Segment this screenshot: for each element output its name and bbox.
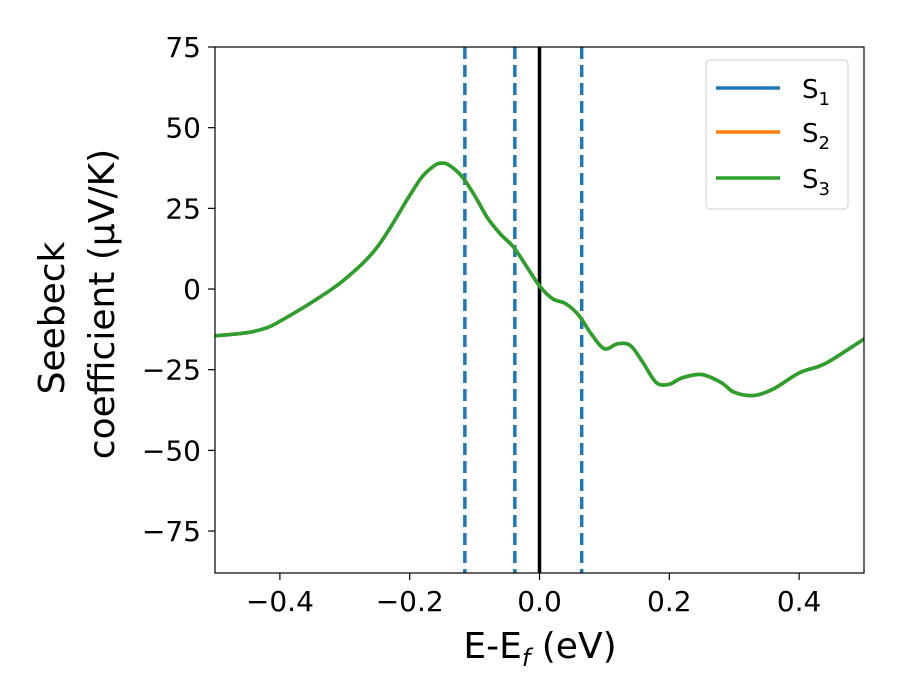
y-tick-label: −50 — [142, 434, 201, 467]
legend-label-s1: S1 — [802, 75, 830, 110]
y-axis-ticks: −75 −50 −25 0 25 50 75 — [142, 31, 215, 548]
x-tick-label: 0.2 — [647, 585, 692, 618]
y-axis-title-line2: coefficient (μV/K) — [82, 149, 123, 459]
x-axis-ticks: −0.4 −0.2 0.0 0.2 0.4 — [246, 573, 821, 618]
y-axis-title-line1: Seebeck — [32, 241, 73, 394]
legend-label-s3: S3 — [802, 165, 830, 200]
y-tick-label: −75 — [142, 515, 201, 548]
x-tick-label: 0.4 — [777, 585, 822, 618]
x-tick-label: 0.0 — [517, 585, 562, 618]
y-tick-label: 25 — [165, 192, 201, 225]
series-lines — [215, 47, 864, 573]
legend-label-s2: S2 — [802, 119, 830, 154]
legend: S1 S2 S3 — [705, 59, 849, 210]
x-axis-title: E-Ef (eV) — [463, 626, 616, 672]
y-tick-label: 0 — [183, 273, 201, 306]
x-tick-label: −0.4 — [246, 585, 314, 618]
y-tick-label: −25 — [142, 354, 201, 387]
series-line-s3 — [215, 161, 864, 398]
y-tick-label: 75 — [165, 31, 201, 64]
x-tick-label: −0.2 — [376, 585, 444, 618]
y-tick-label: 50 — [165, 112, 201, 145]
legend-box — [705, 59, 849, 210]
